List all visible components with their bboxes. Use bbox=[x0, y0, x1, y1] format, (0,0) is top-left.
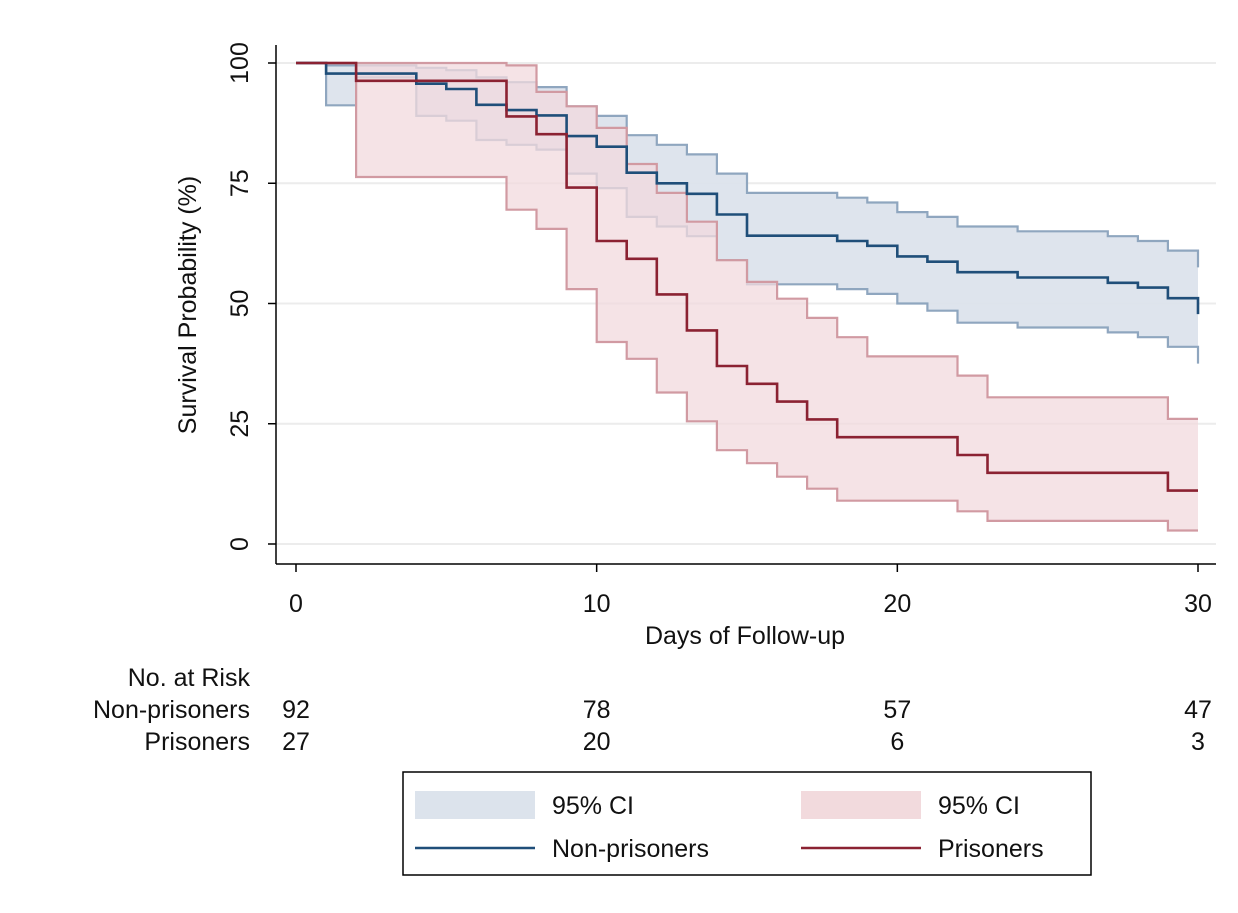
x-tick-label: 10 bbox=[583, 590, 611, 618]
legend: 95% CI 95% CI Non-prisoners Prisoners bbox=[402, 771, 1092, 876]
x-axis-ticks: 0 10 20 30 bbox=[289, 564, 1212, 618]
y-tick-label: 75 bbox=[226, 169, 254, 197]
risk-value: 27 bbox=[282, 728, 310, 756]
risk-value: 6 bbox=[890, 728, 904, 756]
legend-label: 95% CI bbox=[552, 792, 634, 820]
risk-table-title: No. at Risk bbox=[128, 664, 251, 692]
risk-value: 57 bbox=[883, 696, 911, 724]
risk-value: 47 bbox=[1184, 696, 1212, 724]
legend-label: Prisoners bbox=[938, 835, 1044, 863]
ci-bands bbox=[296, 61, 1200, 532]
ci-upper-1 bbox=[296, 61, 1198, 420]
risk-table: No. at Risk Non-prisoners 92 78 57 47 Prisone… bbox=[93, 664, 1212, 756]
legend-swatch-ci-1 bbox=[801, 791, 921, 819]
risk-value: 92 bbox=[282, 696, 310, 724]
x-axis-title: Days of Follow-up bbox=[645, 622, 845, 650]
risk-row-label: Prisoners bbox=[144, 728, 250, 756]
y-tick-label: 100 bbox=[226, 42, 254, 84]
legend-frame bbox=[402, 771, 1092, 876]
y-tick-label: 25 bbox=[226, 410, 254, 438]
risk-value: 3 bbox=[1191, 728, 1205, 756]
y-axis-ticks: 0 25 50 75 100 bbox=[226, 42, 276, 551]
ci-band-1 bbox=[296, 63, 1198, 531]
survival-line-0 bbox=[296, 61, 1200, 315]
axes bbox=[275, 45, 1216, 565]
risk-value: 78 bbox=[583, 696, 611, 724]
survival-line-1 bbox=[296, 61, 1198, 492]
y-axis-title: Survival Probability (%) bbox=[174, 176, 202, 434]
y-tick-label: 0 bbox=[226, 537, 254, 551]
legend-label: Non-prisoners bbox=[552, 835, 709, 863]
ci-lower-1 bbox=[296, 61, 1198, 532]
survival-curves bbox=[296, 61, 1200, 492]
x-tick-label: 30 bbox=[1184, 590, 1212, 618]
legend-swatch-ci-0 bbox=[415, 791, 535, 819]
risk-value: 20 bbox=[583, 728, 611, 756]
y-tick-label: 50 bbox=[226, 290, 254, 318]
risk-row-label: Non-prisoners bbox=[93, 696, 250, 724]
x-tick-label: 0 bbox=[289, 590, 303, 618]
x-tick-label: 20 bbox=[883, 590, 911, 618]
legend-label: 95% CI bbox=[938, 792, 1020, 820]
